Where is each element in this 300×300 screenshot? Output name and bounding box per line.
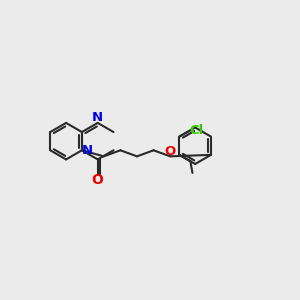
Text: Cl: Cl (189, 124, 203, 137)
Text: O: O (165, 145, 176, 158)
Text: N: N (82, 144, 93, 157)
Text: O: O (91, 173, 103, 187)
Text: N: N (92, 111, 103, 124)
